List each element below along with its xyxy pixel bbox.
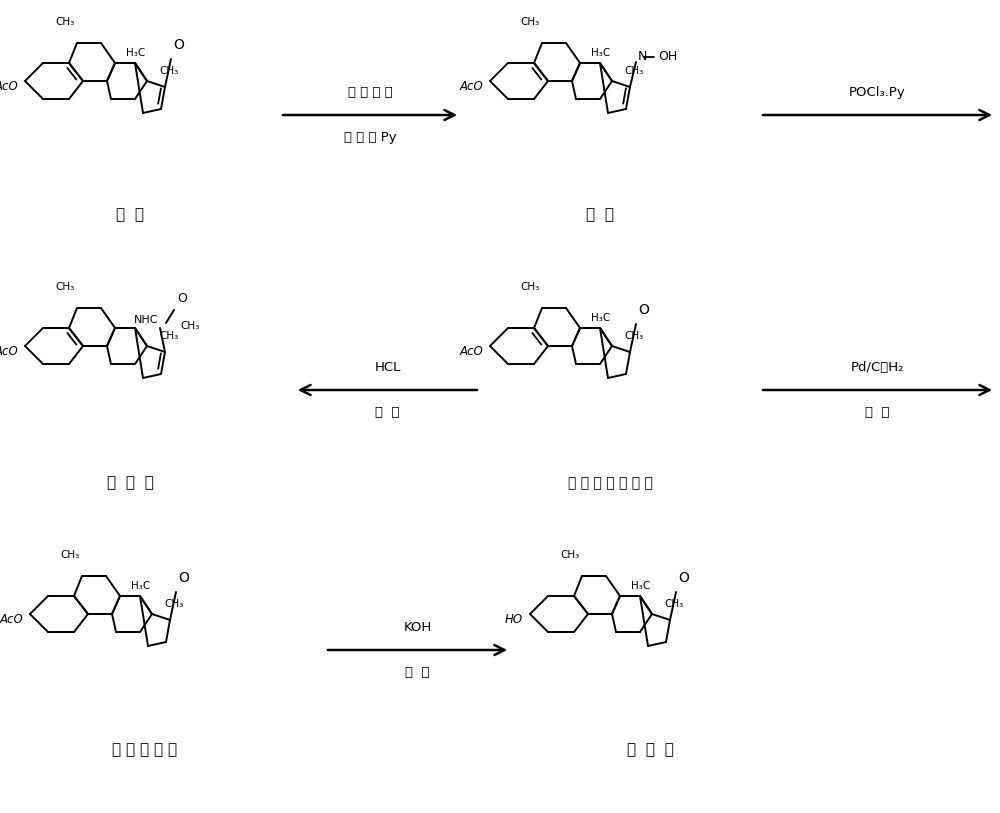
Text: 乙  醇: 乙 醇 bbox=[375, 406, 400, 419]
Text: O: O bbox=[178, 571, 189, 585]
Text: CH₃: CH₃ bbox=[61, 550, 80, 560]
Text: H₃C: H₃C bbox=[131, 581, 150, 591]
Text: CH₃: CH₃ bbox=[159, 331, 178, 341]
Text: Pd/C，H₂: Pd/C，H₂ bbox=[851, 361, 904, 374]
Text: CH₃: CH₃ bbox=[521, 17, 540, 27]
Text: 重  排  物: 重 排 物 bbox=[107, 476, 153, 490]
Text: CH₃: CH₃ bbox=[664, 599, 683, 609]
Text: N: N bbox=[638, 50, 647, 63]
Text: 酮  肟: 酮 肟 bbox=[586, 207, 614, 223]
Text: O: O bbox=[177, 292, 187, 305]
Text: AcO: AcO bbox=[0, 80, 18, 93]
Text: CH₃: CH₃ bbox=[180, 321, 199, 331]
Text: POCl₃.Py: POCl₃.Py bbox=[849, 86, 906, 99]
Text: H₃C: H₃C bbox=[591, 313, 610, 323]
Text: AcO: AcO bbox=[0, 345, 18, 358]
Text: CH₃: CH₃ bbox=[56, 282, 75, 292]
Text: 甲  醇: 甲 醇 bbox=[405, 666, 430, 679]
Text: H₃C: H₃C bbox=[591, 48, 610, 58]
Text: CH₃: CH₃ bbox=[521, 282, 540, 292]
Text: O: O bbox=[173, 38, 184, 52]
Text: CH₃: CH₃ bbox=[159, 66, 178, 76]
Text: CH₃: CH₃ bbox=[561, 550, 580, 560]
Text: H₃C: H₃C bbox=[631, 581, 650, 591]
Text: O: O bbox=[638, 303, 649, 317]
Text: AcO: AcO bbox=[459, 80, 483, 93]
Text: NHC: NHC bbox=[134, 315, 158, 325]
Text: HCL: HCL bbox=[374, 361, 401, 374]
Text: 盐 酸 羟 胺: 盐 酸 羟 胺 bbox=[348, 86, 392, 99]
Text: 表  雄  酮: 表 雄 酮 bbox=[627, 742, 673, 758]
Text: CH₃: CH₃ bbox=[624, 66, 643, 76]
Text: CH₃: CH₃ bbox=[56, 17, 75, 27]
Text: 双  烯: 双 烯 bbox=[116, 207, 144, 223]
Text: 乙  醇: 乙 醇 bbox=[865, 406, 890, 419]
Text: AcO: AcO bbox=[459, 345, 483, 358]
Text: OH: OH bbox=[658, 50, 677, 63]
Text: HO: HO bbox=[505, 612, 523, 625]
Text: CH₃: CH₃ bbox=[624, 331, 643, 341]
Text: 醋 酸 表 雄 酮: 醋 酸 表 雄 酮 bbox=[112, 742, 178, 758]
Text: H₃C: H₃C bbox=[126, 48, 145, 58]
Text: O: O bbox=[678, 571, 689, 585]
Text: 乙 醇 ， Py: 乙 醇 ， Py bbox=[344, 131, 396, 144]
Text: KOH: KOH bbox=[403, 621, 432, 634]
Text: 醋 酸 去 氢 表 雄 酮: 醋 酸 去 氢 表 雄 酮 bbox=[568, 476, 652, 490]
Text: AcO: AcO bbox=[0, 612, 23, 625]
Text: CH₃: CH₃ bbox=[164, 599, 183, 609]
